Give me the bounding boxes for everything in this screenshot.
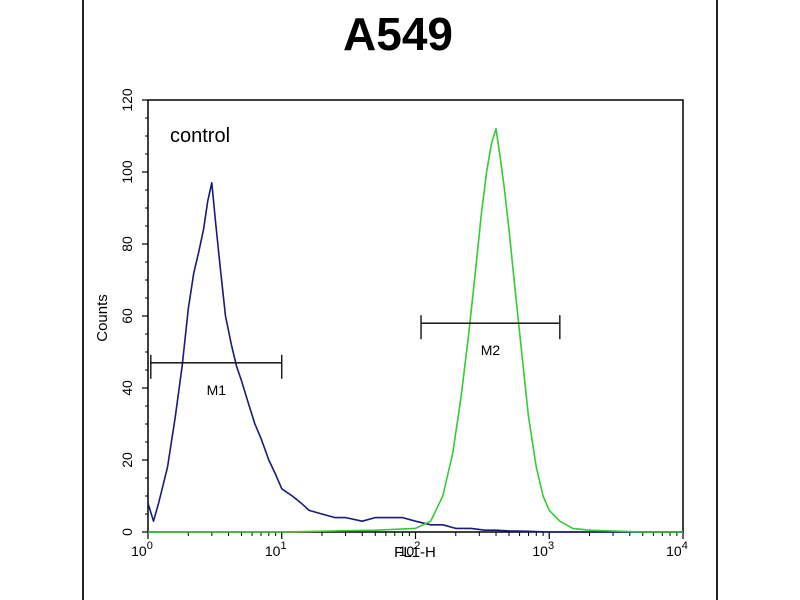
x-tick-base: 10 bbox=[131, 543, 147, 559]
y-tick-label: 100 bbox=[119, 160, 135, 184]
series-layer bbox=[147, 128, 683, 533]
y-tick-label: 0 bbox=[119, 528, 135, 536]
x-tick-label: 102 bbox=[399, 540, 421, 559]
x-tick-label: 100 bbox=[131, 540, 153, 559]
x-tick-exponent: 2 bbox=[414, 540, 420, 552]
x-tick-base: 10 bbox=[265, 543, 281, 559]
x-tick-exponent: 3 bbox=[548, 540, 554, 552]
x-tick-base: 10 bbox=[666, 543, 682, 559]
x-axis-label: FL1-H bbox=[394, 544, 436, 561]
x-tick-base: 10 bbox=[532, 543, 548, 559]
chart-title: A549 bbox=[343, 8, 453, 60]
series-line-1 bbox=[148, 128, 683, 533]
y-tick-label: 40 bbox=[119, 380, 135, 396]
x-tick-label: 104 bbox=[666, 540, 688, 559]
plot-border bbox=[147, 99, 684, 533]
marker-label: M1 bbox=[207, 382, 227, 398]
y-tick-label: 60 bbox=[119, 308, 135, 324]
plot-area bbox=[147, 99, 684, 533]
x-tick-label: 103 bbox=[532, 540, 554, 559]
x-tick-exponent: 4 bbox=[682, 540, 688, 552]
marker-label: M2 bbox=[481, 342, 501, 358]
y-tick-label: 120 bbox=[119, 88, 135, 112]
x-tick-base: 10 bbox=[399, 543, 415, 559]
x-tick-label: 101 bbox=[265, 540, 287, 559]
series-line-0 bbox=[147, 182, 683, 533]
y-tick-label: 80 bbox=[119, 236, 135, 252]
x-tick-exponent: 0 bbox=[147, 540, 153, 552]
y-axis: 0 20 40 60 80 100 120 bbox=[119, 88, 148, 536]
control-annotation: control bbox=[170, 125, 230, 147]
x-axis: 100 101 102 103 104 bbox=[131, 532, 688, 559]
x-tick-exponent: 1 bbox=[280, 540, 286, 552]
y-tick-label: 20 bbox=[119, 452, 135, 468]
gate-markers: M1 M2 bbox=[150, 315, 561, 398]
y-axis-label: Counts bbox=[94, 294, 111, 342]
